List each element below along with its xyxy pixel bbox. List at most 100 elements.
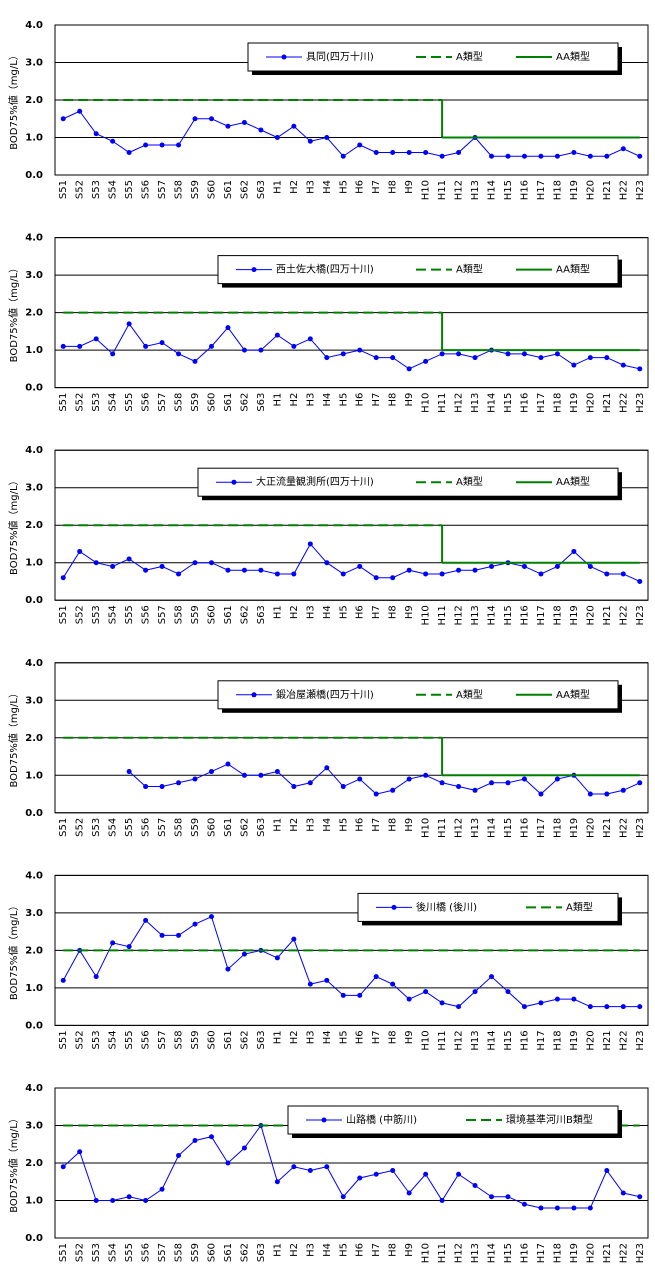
- data-point: [258, 567, 264, 573]
- x-tick-label: H3: [305, 1243, 316, 1257]
- x-tick-label: H10: [421, 393, 432, 413]
- x-tick-label: S60: [206, 818, 217, 837]
- x-tick-label: H8: [388, 605, 399, 619]
- data-point: [620, 787, 626, 793]
- y-tick-label: 2.0: [25, 308, 43, 319]
- x-tick-label: H22: [618, 818, 629, 838]
- data-point: [620, 146, 626, 152]
- x-tick-label: H14: [487, 818, 498, 838]
- y-tick-label: 0.0: [25, 595, 43, 606]
- x-tick-label: S62: [239, 1243, 250, 1262]
- data-point: [208, 343, 214, 349]
- x-tick-label: H3: [305, 180, 316, 194]
- x-tick-label: H1: [272, 605, 283, 619]
- x-tick-label: S56: [141, 393, 152, 412]
- x-tick-label: H16: [519, 1030, 530, 1050]
- x-tick-label: H7: [371, 1243, 382, 1257]
- data-point: [126, 150, 132, 155]
- x-tick-label: S60: [206, 605, 217, 624]
- x-tick-label: S54: [108, 1243, 119, 1262]
- data-point: [472, 1183, 478, 1188]
- x-tick-label: H14: [487, 1030, 498, 1050]
- data-point: [307, 1168, 313, 1173]
- x-tick-label: S55: [124, 1243, 135, 1262]
- x-tick-label: H17: [536, 1243, 547, 1263]
- x-tick-label: S63: [256, 1030, 267, 1049]
- data-line: [128, 763, 640, 795]
- x-tick-label: S57: [157, 1243, 168, 1262]
- x-tick-label: H21: [602, 1243, 613, 1263]
- data-point: [176, 351, 182, 357]
- data-point: [456, 567, 462, 573]
- x-tick-label: S51: [58, 1243, 69, 1262]
- x-tick-label: H19: [569, 1243, 580, 1263]
- x-tick-label: S58: [174, 1030, 185, 1049]
- x-tick-label: H14: [487, 180, 498, 200]
- x-tick-label: H22: [618, 1030, 629, 1050]
- x-tick-label: S52: [75, 393, 86, 412]
- x-tick-label: S63: [256, 180, 267, 199]
- y-tick-label: 2.0: [25, 95, 43, 106]
- x-tick-label: S60: [206, 1030, 217, 1049]
- x-tick-label: H23: [635, 605, 646, 625]
- data-point: [620, 1004, 626, 1010]
- data-point: [423, 1171, 429, 1177]
- legend-label: AA類型: [556, 688, 590, 701]
- data-point: [176, 932, 182, 938]
- x-tick-label: H6: [355, 1243, 366, 1257]
- data-point: [291, 571, 297, 577]
- data-point: [143, 784, 149, 790]
- data-point: [159, 932, 165, 938]
- x-tick-label: S59: [190, 818, 201, 837]
- data-point: [324, 765, 330, 771]
- data-point: [274, 1179, 280, 1185]
- x-tick-label: H3: [305, 818, 316, 832]
- x-tick-label: H6: [355, 180, 366, 194]
- data-point: [340, 992, 346, 998]
- data-point: [258, 347, 264, 353]
- data-point: [637, 153, 643, 159]
- x-tick-label: H19: [569, 818, 580, 838]
- x-tick-label: H12: [454, 1243, 465, 1263]
- x-tick-label: S60: [206, 180, 217, 199]
- data-line: [63, 322, 640, 370]
- x-tick-label: H16: [519, 393, 530, 413]
- data-point: [505, 780, 511, 786]
- x-tick-label: H10: [421, 180, 432, 200]
- x-tick-label: H22: [618, 605, 629, 625]
- data-point: [340, 784, 346, 790]
- x-tick-label: H4: [322, 1030, 333, 1044]
- data-point: [587, 791, 593, 797]
- y-tick-label: 0.0: [25, 1020, 43, 1031]
- data-point: [60, 116, 66, 122]
- x-tick-label: H1: [272, 1243, 283, 1257]
- data-point: [604, 153, 610, 159]
- x-tick-label: S55: [124, 180, 135, 199]
- data-point: [274, 135, 280, 140]
- x-tick-label: S55: [124, 393, 135, 412]
- data-point: [258, 127, 264, 133]
- data-point: [521, 1201, 527, 1207]
- data-point: [357, 776, 363, 782]
- data-point: [60, 575, 66, 581]
- data-point: [93, 974, 99, 980]
- data-point: [620, 362, 626, 368]
- data-point: [291, 123, 297, 129]
- data-point: [439, 1000, 445, 1006]
- data-point: [291, 784, 297, 790]
- data-point: [291, 936, 297, 942]
- x-tick-label: S60: [206, 393, 217, 412]
- x-tick-label: S53: [91, 818, 102, 837]
- x-tick-label: S51: [58, 393, 69, 412]
- x-tick-label: S57: [157, 180, 168, 199]
- data-point: [373, 791, 379, 797]
- x-tick-label: H23: [635, 1243, 646, 1263]
- x-tick-label: H11: [437, 180, 448, 200]
- data-point: [159, 340, 165, 346]
- data-point: [110, 1198, 116, 1203]
- data-point: [390, 355, 396, 361]
- x-tick-label: S61: [223, 818, 234, 837]
- x-tick-label: S63: [256, 818, 267, 837]
- data-point: [324, 355, 330, 361]
